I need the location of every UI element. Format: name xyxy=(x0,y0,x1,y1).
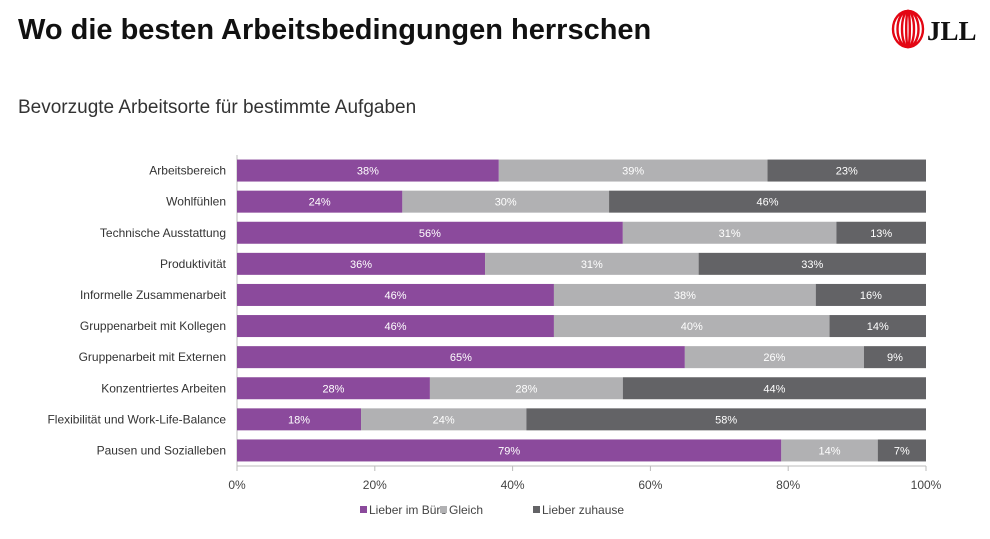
bar-segment xyxy=(237,159,499,182)
bar-segment xyxy=(622,377,926,400)
category-label: Technische Ausstattung xyxy=(100,226,226,240)
data-label: 38% xyxy=(674,290,696,302)
bar-segment xyxy=(836,221,926,244)
x-tick-label: 100% xyxy=(911,478,942,492)
x-tick-label: 80% xyxy=(776,478,800,492)
bar-segment xyxy=(237,252,486,275)
data-label: 28% xyxy=(515,383,537,395)
bar-segment xyxy=(402,190,610,213)
bar-segment xyxy=(498,159,768,182)
category-label: Konzentriertes Arbeiten xyxy=(101,381,226,395)
data-label: 7% xyxy=(894,445,910,457)
data-label: 56% xyxy=(419,228,441,240)
category-label: Flexibilität und Work-Life-Balance xyxy=(47,412,226,426)
data-label: 65% xyxy=(450,352,472,364)
x-tick-label: 60% xyxy=(638,478,662,492)
bar-segment xyxy=(237,408,362,431)
data-label: 46% xyxy=(757,197,779,209)
data-label: 46% xyxy=(384,290,406,302)
bar-segment xyxy=(553,283,816,306)
page-title: Wo die besten Arbeitsbedingungen herrsch… xyxy=(18,14,652,46)
data-label: 79% xyxy=(498,445,520,457)
x-tick-label: 40% xyxy=(501,478,525,492)
data-label: 14% xyxy=(867,321,889,333)
legend-swatch xyxy=(360,506,367,513)
bar-segment xyxy=(553,315,830,338)
data-label: 28% xyxy=(322,383,344,395)
category-label: Wohlfühlen xyxy=(166,195,226,209)
data-label: 58% xyxy=(715,414,737,426)
category-label: Produktivität xyxy=(160,257,227,271)
data-label: 40% xyxy=(681,321,703,333)
bar-segment xyxy=(767,159,926,182)
data-label: 24% xyxy=(309,197,331,209)
bar-segment xyxy=(237,283,554,306)
bar-segment xyxy=(877,439,926,462)
legend-label: Lieber im Büro xyxy=(369,503,447,517)
category-label: Informelle Zusammenarbeit xyxy=(80,288,227,302)
x-tick-label: 20% xyxy=(363,478,387,492)
bar-segment xyxy=(815,283,926,306)
data-label: 38% xyxy=(357,166,379,178)
data-label: 14% xyxy=(819,445,841,457)
legend-swatch xyxy=(440,506,447,513)
data-label: 36% xyxy=(350,259,372,271)
data-label: 46% xyxy=(384,321,406,333)
data-label: 31% xyxy=(719,228,741,240)
data-label: 18% xyxy=(288,414,310,426)
bar-segment xyxy=(863,346,926,369)
bar-segment xyxy=(429,377,623,400)
bar-segment xyxy=(622,221,837,244)
bar-segment xyxy=(485,252,699,275)
data-label: 30% xyxy=(495,197,517,209)
legend-swatch xyxy=(533,506,540,513)
bar-segment xyxy=(684,346,864,369)
x-tick-label: 0% xyxy=(228,478,246,492)
data-label: 24% xyxy=(433,414,455,426)
bar-segment xyxy=(237,377,430,400)
bar-segment xyxy=(829,315,926,338)
bar-segment xyxy=(361,408,527,431)
data-label: 33% xyxy=(801,259,823,271)
category-label: Gruppenarbeit mit Externen xyxy=(79,350,226,364)
data-label: 26% xyxy=(763,352,785,364)
bar-segment xyxy=(237,315,554,338)
data-label: 31% xyxy=(581,259,603,271)
legend-label: Gleich xyxy=(449,503,483,517)
bar-segment xyxy=(237,190,403,213)
data-label: 13% xyxy=(870,228,892,240)
data-label: 23% xyxy=(836,166,858,178)
data-label: 16% xyxy=(860,290,882,302)
data-label: 44% xyxy=(763,383,785,395)
jll-logo: JLL xyxy=(891,9,977,49)
category-label: Pausen und Sozialleben xyxy=(97,443,226,457)
bar-segment xyxy=(237,346,685,369)
bar-segment xyxy=(781,439,878,462)
data-label: 39% xyxy=(622,166,644,178)
bar-segment xyxy=(237,439,782,462)
svg-text:JLL: JLL xyxy=(927,16,977,46)
bar-segment xyxy=(237,221,623,244)
category-label: Arbeitsbereich xyxy=(149,164,226,178)
data-label: 9% xyxy=(887,352,903,364)
bar-segment xyxy=(609,190,926,213)
bar-segment xyxy=(526,408,926,431)
category-label: Gruppenarbeit mit Kollegen xyxy=(80,319,226,333)
chart-subtitle: Bevorzugte Arbeitsorte für bestimmte Auf… xyxy=(18,97,417,118)
bar-segment xyxy=(698,252,926,275)
legend-label: Lieber zuhause xyxy=(542,503,624,517)
